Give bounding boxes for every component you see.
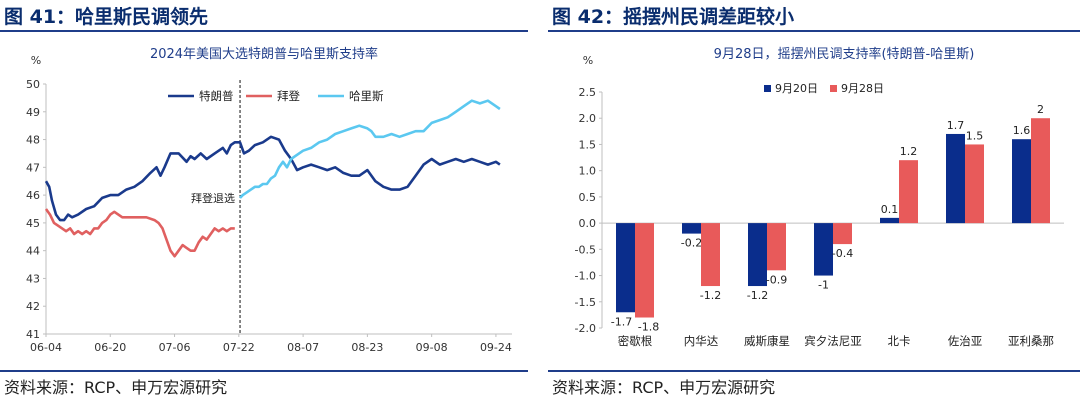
bar-category-label: 密歇根 xyxy=(618,334,653,348)
bar-chart-y-tick-label: 2.0 xyxy=(579,112,597,125)
bar-chart-y-tick-label: -2.0 xyxy=(575,322,596,335)
bar-chart-y-tick-label: 0.5 xyxy=(579,191,597,204)
figure-42-top-rule xyxy=(548,30,1080,32)
bar-sep20 xyxy=(748,223,767,287)
line-chart-x-tick-label: 06-04 xyxy=(30,341,62,354)
bar-sep20 xyxy=(880,217,899,224)
figure-42-bottom-rule xyxy=(548,370,1080,372)
bar-value-label: -1.2 xyxy=(700,289,721,302)
bar-sep20 xyxy=(1012,139,1031,224)
line-chart-y-tick-label: 42 xyxy=(26,300,40,313)
line-chart-x-tick-label: 08-07 xyxy=(287,341,319,354)
figure-42-panel: 图 42：摇摆州民调差距较小 9月28日，摇摆州民调支持率(特朗普-哈里斯) %… xyxy=(548,0,1080,402)
line-chart-y-tick-label: 46 xyxy=(26,189,40,202)
bar-sep20 xyxy=(814,223,833,276)
bar-sep20 xyxy=(946,133,965,224)
bar-category-label: 内华达 xyxy=(684,334,719,348)
bar-value-label: -1.2 xyxy=(747,289,768,302)
line-chart-y-tick-label: 50 xyxy=(26,78,40,91)
bar-sep28 xyxy=(767,223,786,271)
bar-chart-y-tick-label: -1.5 xyxy=(575,296,596,309)
bar-chart-ylabel: % xyxy=(583,54,593,67)
bar-legend-swatch xyxy=(764,85,771,92)
bar-value-label: -1.7 xyxy=(611,315,632,328)
bar-chart-y-tick-label: 1.0 xyxy=(579,165,597,178)
bar-value-label: -1 xyxy=(818,279,829,292)
line-chart-title: 2024年美国大选特朗普与哈里斯支持率 xyxy=(150,46,378,62)
line-chart-series xyxy=(44,99,501,258)
bar-chart-y-tick-label: -1.0 xyxy=(575,270,596,283)
line-legend-label: 拜登 xyxy=(277,89,300,103)
bar-chart-bars: 密歇根 -1.7 -1.8 内华达 -0.2 -1.2 威斯康星 -1.2 -0.9 宾夕法尼亚 -… xyxy=(611,103,1054,348)
bar-chart-legend: 9月20日 9月28日 xyxy=(764,82,884,95)
bar-value-label: 1.6 xyxy=(1013,124,1031,137)
line-chart-y-tick-label: 45 xyxy=(26,217,40,230)
line-chart: 2024年美国大选特朗普与哈里斯支持率 % 41 42 43 44 45 46 47 48 49… xyxy=(26,46,512,354)
line-chart-x-tick-label: 09-24 xyxy=(480,341,512,354)
line-chart-frame: 2024年美国大选特朗普与哈里斯支持率 % 41 42 43 44 45 46 47 48 49… xyxy=(0,34,528,366)
bar-category-label: 宾夕法尼亚 xyxy=(804,334,862,348)
bar-value-label: 2 xyxy=(1037,103,1044,116)
bar-value-label: -0.2 xyxy=(681,237,702,250)
bar-sep28 xyxy=(635,223,654,318)
figure-41-title: 图 41：哈里斯民调领先 xyxy=(4,6,209,28)
line-chart-y-tick-label: 47 xyxy=(26,161,40,174)
line-chart-x-tick-label: 06-20 xyxy=(94,341,126,354)
bar-sep20 xyxy=(682,223,701,234)
bar-sep20 xyxy=(616,223,635,313)
line-chart-y-tick-label: 48 xyxy=(26,134,40,147)
bar-value-label: 1.7 xyxy=(947,119,965,132)
bar-sep28 xyxy=(701,223,720,287)
bar-category-label: 北卡 xyxy=(888,334,911,348)
figure-41-top-rule xyxy=(0,30,528,32)
bar-category-label: 佐治亚 xyxy=(948,334,983,348)
bar-sep28 xyxy=(833,223,852,245)
bar-legend-swatch xyxy=(830,85,837,92)
bar-chart-y-tick-label: -0.5 xyxy=(575,243,596,256)
line-legend-label: 特朗普 xyxy=(199,89,234,103)
bar-value-label: 0.1 xyxy=(881,203,899,216)
line-legend-label: 哈里斯 xyxy=(349,89,384,103)
bar-chart-title: 9月28日，摇摆州民调支持率(特朗普-哈里斯) xyxy=(714,46,975,62)
bar-value-label: -0.4 xyxy=(832,247,853,260)
bar-value-label: 1.2 xyxy=(900,145,918,158)
bar-value-label: -1.8 xyxy=(638,321,659,334)
line-chart-x-tick-label: 07-06 xyxy=(159,341,191,354)
line-chart-y-tick-label: 41 xyxy=(26,328,40,341)
figure-42-title: 图 42：摇摆州民调差距较小 xyxy=(552,6,795,28)
bar-sep28 xyxy=(899,160,918,224)
bar-chart: 9月28日，摇摆州民调支持率(特朗普-哈里斯) % 2.5 2.0 1.5 1.0 0.… xyxy=(575,46,1064,348)
line-series-path xyxy=(239,99,501,199)
line-chart-y-tick-label: 43 xyxy=(26,272,40,285)
bar-sep28 xyxy=(1031,118,1050,224)
withdrawal-annotation: 拜登退选 xyxy=(191,191,235,205)
bar-legend-label: 9月28日 xyxy=(841,82,884,95)
bar-category-label: 亚利桑那 xyxy=(1008,334,1054,348)
line-chart-y-tick-label: 44 xyxy=(26,245,40,258)
bar-sep28 xyxy=(965,144,984,224)
bar-chart-grid: 2.5 2.0 1.5 1.0 0.5 0.0 -0.5 -1.0 -1.5 -2.0 xyxy=(575,86,1064,335)
line-chart-legend: 特朗普 拜登 哈里斯 xyxy=(168,89,384,103)
figure-41-source: 资料来源：RCP、申万宏源研究 xyxy=(4,378,228,397)
bar-chart-y-tick-label: 2.5 xyxy=(579,86,597,99)
figure-42-source: 资料来源：RCP、申万宏源研究 xyxy=(552,378,776,397)
figure-41-bottom-rule xyxy=(0,370,528,372)
bar-chart-frame: 9月28日，摇摆州民调支持率(特朗普-哈里斯) % 2.5 2.0 1.5 1.0 0.… xyxy=(548,34,1080,366)
bar-category-label: 威斯康星 xyxy=(744,334,790,348)
line-series-path xyxy=(44,135,501,222)
bar-chart-y-tick-label: 1.5 xyxy=(579,138,597,151)
line-chart-x-tick-label: 07-22 xyxy=(223,341,255,354)
bar-legend-label: 9月20日 xyxy=(775,82,818,95)
line-chart-grid: 41 42 43 44 45 46 47 48 49 50 06-04 06-20 07-06 07-22… xyxy=(26,78,512,354)
line-chart-x-tick-label: 08-23 xyxy=(351,341,383,354)
bar-value-label: 1.5 xyxy=(966,129,984,142)
line-chart-ylabel: % xyxy=(31,54,41,67)
line-chart-x-tick-label: 09-08 xyxy=(416,341,448,354)
line-chart-y-tick-label: 49 xyxy=(26,106,40,119)
bar-value-label: -0.9 xyxy=(766,273,787,286)
bar-chart-y-tick-label: 0.0 xyxy=(579,217,597,230)
line-series-path xyxy=(44,208,235,258)
figure-41-panel: 图 41：哈里斯民调领先 2024年美国大选特朗普与哈里斯支持率 % 41 42 4… xyxy=(0,0,528,402)
